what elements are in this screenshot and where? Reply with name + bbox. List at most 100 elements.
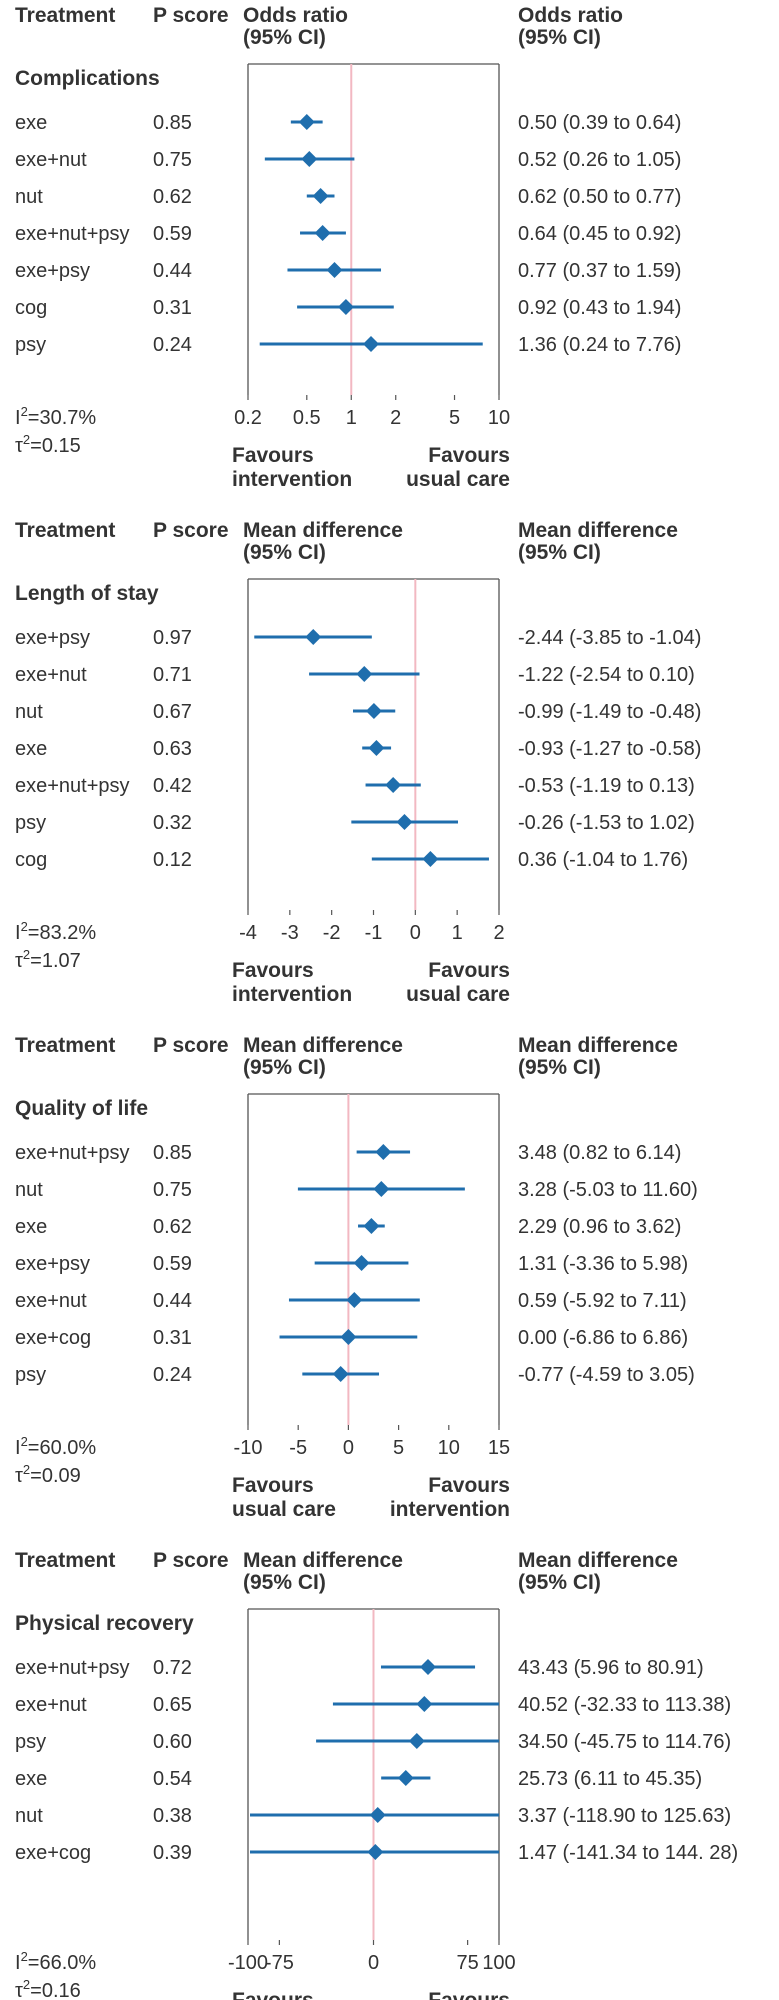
heterogeneity-i2: I2=30.7%: [15, 404, 96, 429]
row-treatment: exe: [15, 738, 47, 760]
point-estimate-diamond: [363, 1218, 380, 1234]
table-row: exe 0.85 0.50 (0.39 to 0.64): [15, 112, 681, 134]
axis-tick-label: 2: [390, 407, 401, 429]
row-treatment: exe+nut: [15, 149, 87, 171]
row-treatment: exe+nut: [15, 664, 87, 686]
point-estimate-diamond: [369, 1807, 386, 1823]
row-ci-value: -0.53 (-1.19 to 0.13): [518, 775, 695, 797]
header-ci-value-ci: (95% CI): [518, 541, 601, 564]
section-title: Complications: [15, 67, 160, 90]
favours-left-label: Favours: [232, 959, 314, 982]
row-ci-value: 0.77 (0.37 to 1.59): [518, 260, 681, 282]
section-title: Length of stay: [15, 582, 159, 605]
row-p-score: 0.44: [153, 260, 192, 282]
row-ci-value: 2.29 (0.96 to 3.62): [518, 1216, 681, 1238]
header-ci-value: Mean difference: [518, 1034, 678, 1057]
favours-left-label: Favours: [232, 1989, 314, 2000]
row-p-score: 0.71: [153, 664, 192, 686]
table-row: cog 0.12 0.36 (-1.04 to 1.76): [15, 849, 688, 871]
header-effect-ci: (95% CI): [243, 26, 326, 49]
table-row: exe+nut 0.71 -1.22 (-2.54 to 0.10): [15, 664, 695, 686]
row-p-score: 0.42: [153, 775, 192, 797]
row-ci-value: 0.59 (-5.92 to 7.11): [518, 1290, 687, 1312]
row-treatment: nut: [15, 701, 43, 723]
point-estimate-diamond: [397, 1770, 414, 1786]
row-ci-value: 34.50 (-45.75 to 114.76): [518, 1731, 731, 1753]
axis-tick-label: -1: [365, 922, 383, 944]
point-estimate-diamond: [408, 1733, 425, 1749]
row-p-score: 0.75: [153, 149, 192, 171]
row-p-score: 0.44: [153, 1290, 192, 1312]
axis-tick-label: -4: [239, 922, 257, 944]
row-treatment: exe+nut+psy: [15, 1142, 130, 1164]
table-row: nut 0.62 0.62 (0.50 to 0.77): [15, 186, 681, 208]
axis-tick-label: 0.2: [234, 407, 262, 429]
row-ci-value: -0.93 (-1.27 to -0.58): [518, 738, 701, 760]
axis-tick-label: -100: [228, 1952, 268, 1974]
row-treatment: exe+nut+psy: [15, 223, 130, 245]
section-title: Quality of life: [15, 1097, 148, 1120]
row-ci-value: 1.36 (0.24 to 7.76): [518, 334, 681, 356]
header-ci-value: Mean difference: [518, 519, 678, 542]
row-p-score: 0.97: [153, 627, 192, 649]
header-effect-ci: (95% CI): [243, 1571, 326, 1594]
row-treatment: cog: [15, 297, 47, 319]
section-title: Physical recovery: [15, 1612, 194, 1635]
header-effect: Odds ratio: [243, 4, 348, 27]
favours-right-label: usual care: [406, 983, 510, 1006]
row-ci-value: -2.44 (-3.85 to -1.04): [518, 627, 701, 649]
favours-right-label: intervention: [390, 1498, 510, 1521]
point-estimate-diamond: [416, 1696, 433, 1712]
header-p-score: P score: [153, 519, 229, 542]
row-treatment: exe+nut+psy: [15, 775, 130, 797]
table-row: exe 0.62 2.29 (0.96 to 3.62): [15, 1216, 681, 1238]
table-row: nut 0.67 -0.99 (-1.49 to -0.48): [15, 701, 701, 723]
row-p-score: 0.31: [153, 297, 192, 319]
row-treatment: exe+nut: [15, 1290, 87, 1312]
axis-tick-label: 0.5: [293, 407, 321, 429]
forest-panel-physical-recovery: Treatment P score Mean difference(95% CI)M…: [15, 1549, 738, 2000]
row-ci-value: 0.62 (0.50 to 0.77): [518, 186, 681, 208]
row-p-score: 0.12: [153, 849, 192, 871]
forest-panel-length-of-stay: Treatment P score Mean difference(95% CI)M…: [15, 519, 701, 1006]
point-estimate-diamond: [422, 851, 439, 867]
axis-tick-label: 5: [449, 407, 460, 429]
point-estimate-diamond: [337, 299, 354, 315]
axis-tick-label: 75: [457, 1952, 479, 1974]
row-ci-value: -1.22 (-2.54 to 0.10): [518, 664, 695, 686]
axis-tick-label: 1: [452, 922, 463, 944]
header-treatment: Treatment: [15, 1549, 115, 1572]
point-estimate-diamond: [396, 814, 413, 830]
row-ci-value: 3.48 (0.82 to 6.14): [518, 1142, 681, 1164]
heterogeneity-tau2: τ2=0.16: [15, 1977, 81, 2000]
table-row: psy 0.60 34.50 (-45.75 to 114.76): [15, 1731, 731, 1753]
point-estimate-diamond: [314, 225, 331, 241]
axis-tick-label: -3: [281, 922, 299, 944]
point-estimate-diamond: [365, 703, 382, 719]
table-row: exe+nut 0.75 0.52 (0.26 to 1.05): [15, 149, 681, 171]
row-treatment: exe+psy: [15, 627, 90, 649]
point-estimate-diamond: [420, 1659, 437, 1675]
axis-tick-label: 0: [410, 922, 421, 944]
row-p-score: 0.62: [153, 186, 192, 208]
row-treatment: nut: [15, 1179, 43, 1201]
row-p-score: 0.59: [153, 1253, 192, 1275]
point-estimate-diamond: [326, 262, 343, 278]
table-row: exe+nut+psy 0.72 43.43 (5.96 to 80.91): [15, 1657, 704, 1679]
row-ci-value: -0.26 (-1.53 to 1.02): [518, 812, 695, 834]
table-row: exe+psy 0.97 -2.44 (-3.85 to -1.04): [15, 627, 701, 649]
header-effect-ci: (95% CI): [243, 541, 326, 564]
row-p-score: 0.24: [153, 334, 192, 356]
table-row: exe+nut+psy 0.59 0.64 (0.45 to 0.92): [15, 223, 681, 245]
axis-tick-label: 0: [368, 1952, 379, 1974]
axis-tick-label: 1: [346, 407, 357, 429]
table-row: nut 0.38 3.37 (-118.90 to 125.63): [15, 1805, 731, 1827]
favours-left-label: Favours: [232, 1474, 314, 1497]
row-p-score: 0.85: [153, 1142, 192, 1164]
table-row: exe+nut+psy 0.85 3.48 (0.82 to 6.14): [15, 1142, 681, 1164]
table-row: exe+psy 0.59 1.31 (-3.36 to 5.98): [15, 1253, 688, 1275]
favours-right-label: Favours: [428, 1989, 510, 2000]
point-estimate-diamond: [340, 1329, 357, 1345]
row-ci-value: 0.52 (0.26 to 1.05): [518, 149, 681, 171]
